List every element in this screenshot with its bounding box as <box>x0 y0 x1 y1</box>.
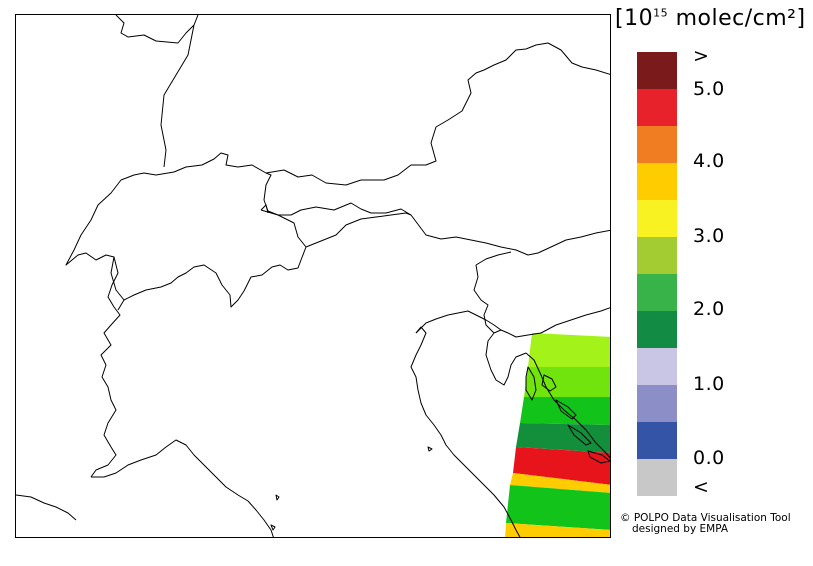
border-slovenia-croatia <box>500 307 610 338</box>
island-small-1 <box>275 494 280 501</box>
border-slovenia-austria <box>475 251 512 266</box>
swath-band <box>513 447 610 485</box>
swath-band <box>506 485 610 530</box>
legend-swatch <box>637 200 677 237</box>
island-pag <box>555 399 577 420</box>
legend-swatch <box>637 163 677 200</box>
border-switzerland-italy <box>117 299 125 311</box>
legend-swatch <box>637 385 677 422</box>
border-france-germany <box>115 15 199 44</box>
map-frame[interactable] <box>15 14 611 538</box>
island-dugi <box>567 424 592 446</box>
island-cres <box>525 366 537 401</box>
legend-tick-label: 5.0 <box>693 78 725 100</box>
unit-suffix: molec/cm²] <box>668 6 806 31</box>
satellite-swath <box>505 333 610 537</box>
swath-band <box>510 473 610 493</box>
legend-swatch <box>637 422 677 459</box>
border-austria-south <box>260 202 610 256</box>
legend-tick-label: < <box>693 476 710 498</box>
coast-france <box>16 494 77 521</box>
coast-trieste <box>415 310 502 334</box>
island-krk <box>541 374 557 392</box>
legend-swatch <box>637 311 677 348</box>
border-switzerland-north <box>120 42 610 186</box>
coast-ligurian <box>91 439 274 537</box>
legend-tick-label: 4.0 <box>693 150 725 172</box>
legend-tick-label: 3.0 <box>693 225 725 247</box>
unit-exponent: 15 <box>653 6 669 20</box>
legend-swatch <box>637 348 677 385</box>
legend-swatch <box>637 237 677 274</box>
border-liechtenstein <box>260 204 269 214</box>
coast-adriatic-italy <box>410 326 521 537</box>
legend-swatch <box>637 459 677 496</box>
swath-band <box>528 333 610 367</box>
border-lines <box>16 15 610 537</box>
island-small-3 <box>427 446 433 452</box>
legend-tick-label: 0.0 <box>693 447 725 469</box>
legend-swatch <box>637 52 677 89</box>
legend-swatch <box>637 89 677 126</box>
legend-swatch <box>637 274 677 311</box>
credit-line-2: designed by EMPA <box>632 523 729 535</box>
border-germany-west <box>160 24 195 168</box>
border-switzerland <box>65 172 307 308</box>
border-italy-slovenia <box>473 264 502 334</box>
legend-tick-label: 1.0 <box>693 373 725 395</box>
legend-tick-label: > <box>693 45 710 67</box>
island-small-2 <box>270 524 276 531</box>
legend-tick-label: 2.0 <box>693 298 725 320</box>
coast-istria <box>485 332 527 386</box>
map-canvas[interactable] <box>16 15 611 538</box>
border-italy-austria <box>305 212 412 248</box>
credit-line-1: © POLPO Data Visualisation Tool <box>620 512 791 524</box>
border-france-italy <box>90 256 121 478</box>
legend-swatch <box>637 126 677 163</box>
swath-band <box>505 523 610 537</box>
swath-band <box>524 367 610 397</box>
unit-prefix: [10 <box>615 6 654 31</box>
island-brac <box>587 450 610 464</box>
coast-croatia <box>525 352 610 459</box>
unit-label: [1015 molec/cm²] <box>615 6 806 31</box>
